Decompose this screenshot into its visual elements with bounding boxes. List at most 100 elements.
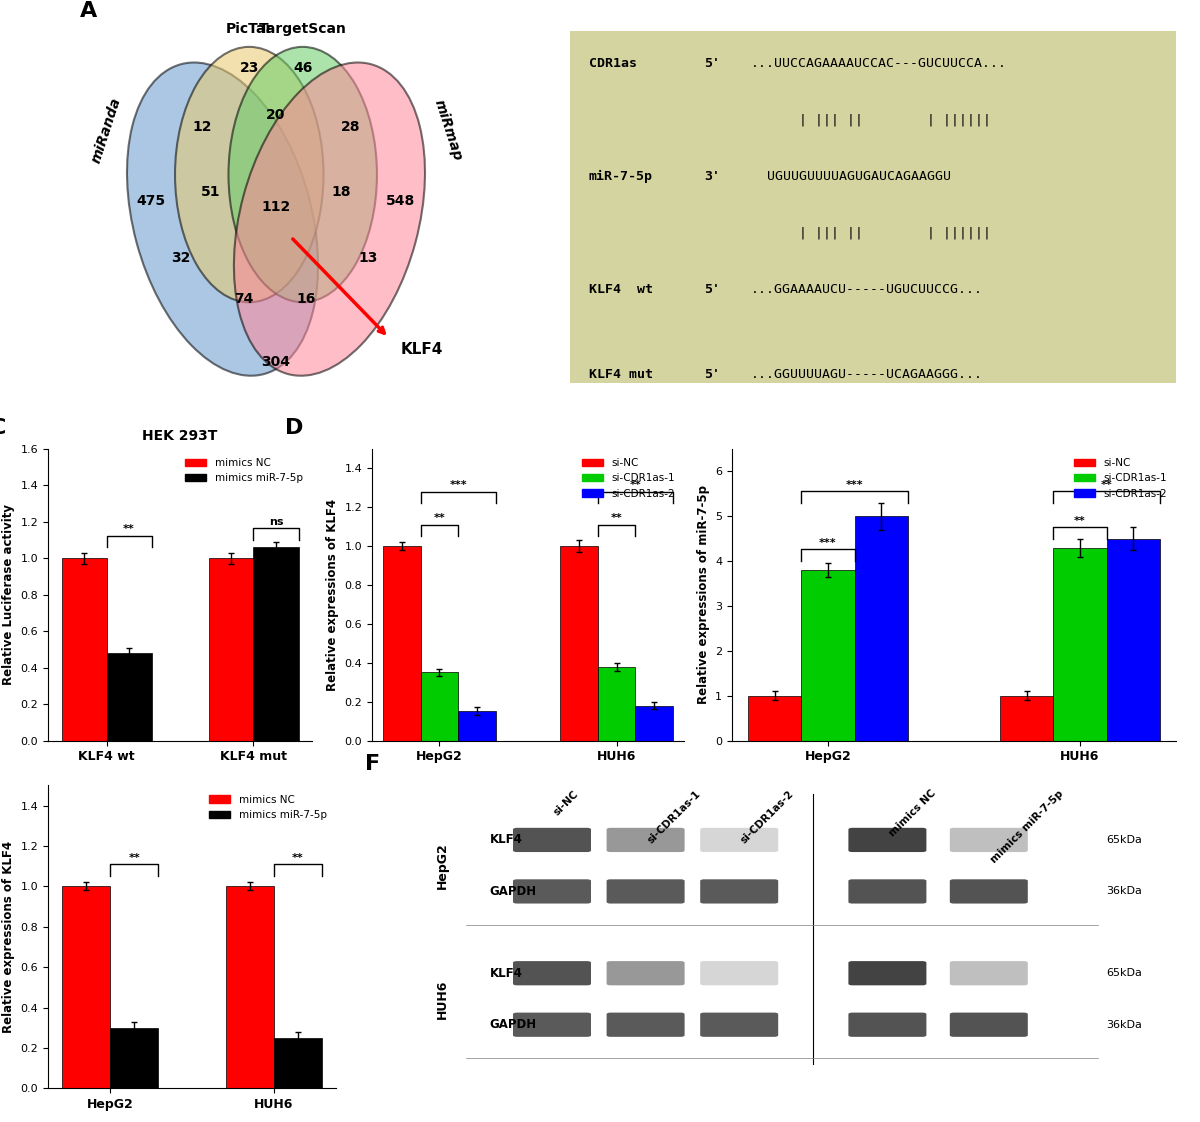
Text: 13: 13	[359, 250, 378, 265]
FancyBboxPatch shape	[701, 828, 779, 852]
Text: ns: ns	[269, 517, 283, 527]
Bar	[383, 546, 421, 741]
Bar	[209, 558, 253, 741]
Text: CDR1as: CDR1as	[589, 57, 637, 71]
Bar	[61, 558, 107, 741]
Text: UGUUGUUUUAGUGAUCAGAAGGU: UGUUGUUUUAGUGAUCAGAAGGU	[751, 171, 952, 183]
Bar	[635, 706, 673, 741]
Text: ***: ***	[820, 539, 836, 549]
Text: **: **	[128, 853, 140, 863]
FancyBboxPatch shape	[701, 962, 779, 985]
Text: miRanda: miRanda	[90, 95, 124, 165]
FancyBboxPatch shape	[950, 962, 1027, 985]
Text: mimics NC: mimics NC	[888, 789, 938, 839]
Bar	[748, 696, 802, 741]
Text: KLF4: KLF4	[490, 834, 522, 846]
Title: HEK 293T: HEK 293T	[143, 430, 217, 443]
Text: PicTar: PicTar	[226, 22, 272, 36]
Text: KLF4: KLF4	[401, 342, 443, 357]
Bar	[560, 546, 598, 741]
Text: ...GGUUUUAGU-----UCAGAAGGG...: ...GGUUUUAGU-----UCAGAAGGG...	[751, 368, 983, 381]
Text: **: **	[1100, 480, 1112, 490]
FancyBboxPatch shape	[514, 880, 592, 903]
Ellipse shape	[175, 47, 324, 302]
Text: 36kDa: 36kDa	[1106, 1020, 1141, 1030]
Text: | ||| ||        | ||||||: | ||| || | ||||||	[751, 113, 991, 127]
Y-axis label: Relative expressions of KLF4: Relative expressions of KLF4	[2, 840, 14, 1033]
FancyBboxPatch shape	[607, 962, 684, 985]
Bar	[421, 672, 458, 741]
Text: 18: 18	[331, 185, 352, 200]
FancyBboxPatch shape	[514, 1012, 592, 1037]
Text: 112: 112	[262, 200, 290, 214]
Text: KLF4 mut: KLF4 mut	[589, 368, 653, 381]
FancyBboxPatch shape	[848, 962, 926, 985]
FancyBboxPatch shape	[848, 880, 926, 903]
Bar	[107, 653, 151, 741]
Text: 16: 16	[296, 293, 316, 306]
Bar	[1106, 539, 1160, 741]
FancyBboxPatch shape	[607, 1012, 684, 1037]
Text: KLF4: KLF4	[490, 967, 522, 980]
Text: 5': 5'	[704, 284, 720, 296]
Text: 65kDa: 65kDa	[1106, 835, 1141, 845]
FancyBboxPatch shape	[950, 880, 1027, 903]
Ellipse shape	[234, 63, 425, 376]
FancyBboxPatch shape	[701, 1012, 779, 1037]
Text: GAPDH: GAPDH	[490, 1019, 536, 1031]
Text: miR-7-5p: miR-7-5p	[589, 171, 653, 183]
FancyBboxPatch shape	[848, 828, 926, 852]
Text: 51: 51	[200, 185, 221, 200]
Text: 304: 304	[262, 355, 290, 369]
Text: 28: 28	[341, 120, 360, 134]
Text: 5': 5'	[704, 368, 720, 381]
Text: ...GGAAAAUCU-----UGUCUUCCG...: ...GGAAAAUCU-----UGUCUUCCG...	[751, 284, 983, 296]
Bar	[458, 711, 496, 741]
Text: 548: 548	[386, 194, 415, 209]
Text: 12: 12	[192, 120, 211, 134]
Y-axis label: Relative expressions of miR-7-5p: Relative expressions of miR-7-5p	[696, 485, 709, 705]
Y-axis label: Relative Luciferase activity: Relative Luciferase activity	[2, 504, 14, 686]
Text: ***: ***	[449, 480, 467, 490]
Text: 475: 475	[137, 194, 166, 209]
Text: 20: 20	[266, 108, 286, 122]
Text: 74: 74	[234, 293, 253, 306]
Bar	[598, 666, 635, 741]
Text: **: **	[292, 853, 304, 863]
Y-axis label: Relative expressions of KLF4: Relative expressions of KLF4	[326, 498, 338, 691]
Text: si-CDR1as-2: si-CDR1as-2	[739, 789, 796, 845]
Legend: si-NC, si-CDR1as-1, si-CDR1as-2: si-NC, si-CDR1as-1, si-CDR1as-2	[577, 454, 679, 503]
FancyBboxPatch shape	[607, 880, 684, 903]
FancyBboxPatch shape	[701, 880, 779, 903]
Bar	[62, 886, 110, 1088]
FancyBboxPatch shape	[514, 828, 592, 852]
Legend: si-NC, si-CDR1as-1, si-CDR1as-2: si-NC, si-CDR1as-1, si-CDR1as-2	[1069, 454, 1171, 503]
Text: 3': 3'	[704, 171, 720, 183]
Text: **: **	[611, 514, 623, 524]
Text: | ||| ||        | ||||||: | ||| || | ||||||	[751, 227, 991, 240]
Ellipse shape	[228, 47, 377, 302]
Text: **: **	[630, 480, 641, 490]
Text: 65kDa: 65kDa	[1106, 968, 1141, 978]
Ellipse shape	[127, 63, 318, 376]
Bar	[226, 886, 274, 1088]
Text: F: F	[365, 754, 380, 774]
FancyBboxPatch shape	[950, 828, 1027, 852]
Text: 23: 23	[240, 61, 259, 75]
Text: A: A	[80, 1, 97, 21]
Bar	[1000, 696, 1054, 741]
Text: 46: 46	[293, 61, 312, 75]
Text: **: **	[124, 524, 134, 534]
FancyBboxPatch shape	[514, 962, 592, 985]
FancyBboxPatch shape	[950, 1012, 1027, 1037]
Bar	[253, 548, 299, 741]
Bar	[274, 1038, 322, 1088]
Legend: mimics NC, mimics miR-7-5p: mimics NC, mimics miR-7-5p	[205, 791, 331, 825]
Legend: mimics NC, mimics miR-7-5p: mimics NC, mimics miR-7-5p	[181, 454, 307, 488]
Text: KLF4  wt: KLF4 wt	[589, 284, 653, 296]
Text: **: **	[433, 514, 445, 524]
Text: HepG2: HepG2	[437, 843, 449, 889]
FancyBboxPatch shape	[607, 828, 684, 852]
Text: 5': 5'	[704, 57, 720, 71]
Text: D: D	[284, 419, 304, 439]
